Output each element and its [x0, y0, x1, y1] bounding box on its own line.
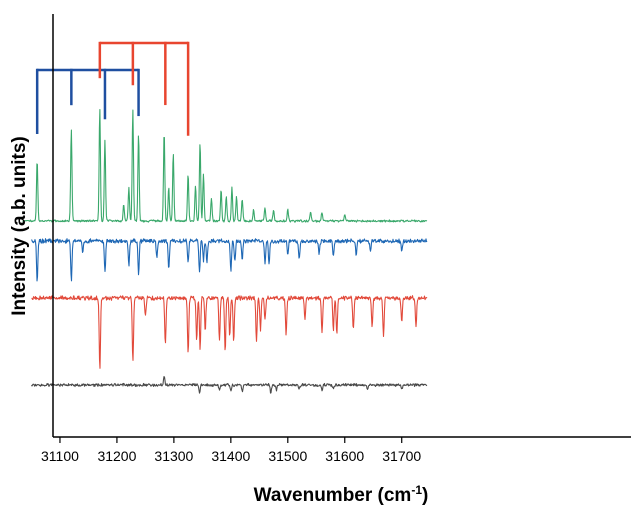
x-tick-label-31200: 31200 — [97, 448, 136, 464]
x-axis-title: Wavenumber (cm-1) — [254, 483, 429, 506]
axes — [52, 14, 631, 438]
x-axis-title-main: Wavenumber (cm — [254, 485, 412, 506]
y-axis-title: Intensity (a.b. units) — [9, 136, 30, 315]
x-axis-title-sup: -1 — [411, 483, 422, 497]
series-line-red — [31, 295, 428, 369]
x-tick-label-31600: 31600 — [325, 448, 364, 464]
x-tick-label-31100: 31100 — [41, 448, 79, 464]
comb-layer — [35, 41, 190, 136]
x-tick-label-31300: 31300 — [154, 448, 193, 464]
x-tick-label-31700: 31700 — [382, 448, 421, 464]
x-ticks: 31100 31200 31300 31400 31500 31600 31700 — [41, 437, 421, 464]
series-layer — [22, 108, 428, 394]
series-line-gray — [31, 376, 428, 394]
series-line-blue — [31, 238, 428, 282]
x-axis-title-suffix: ) — [422, 485, 428, 506]
x-tick-label-31500: 31500 — [268, 448, 307, 464]
series-line-green — [22, 108, 428, 223]
x-tick-label-31400: 31400 — [211, 448, 250, 464]
